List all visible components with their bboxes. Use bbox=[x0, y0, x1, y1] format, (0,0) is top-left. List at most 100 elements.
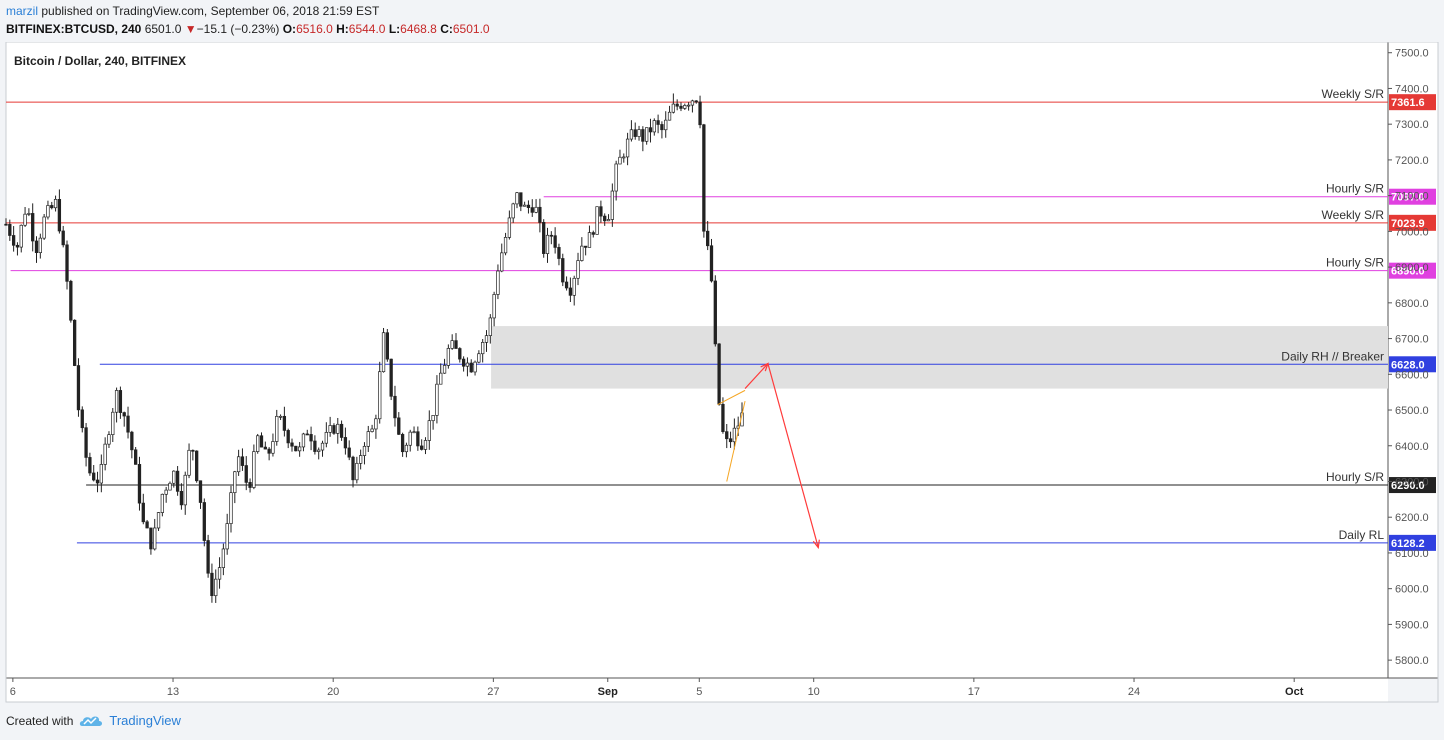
candle-body bbox=[397, 417, 401, 435]
candle-body bbox=[309, 434, 313, 442]
candle-body bbox=[542, 222, 546, 254]
candle-body bbox=[404, 444, 409, 453]
candle-body bbox=[648, 127, 653, 133]
candle-body bbox=[72, 319, 77, 366]
candle-body bbox=[332, 425, 336, 434]
close-label: C: bbox=[440, 22, 453, 36]
y-tick-label: 7000.0 bbox=[1395, 226, 1429, 238]
tradingview-cloud-icon[interactable] bbox=[79, 714, 103, 728]
level-price-tag bbox=[1389, 534, 1436, 551]
candle-body bbox=[263, 446, 267, 450]
candle-body bbox=[725, 431, 729, 440]
candle-body bbox=[530, 207, 534, 213]
candle-body bbox=[347, 447, 351, 458]
candle-body bbox=[145, 521, 149, 529]
candle-body bbox=[359, 455, 363, 464]
x-tick-label: 20 bbox=[327, 686, 339, 698]
price-chart[interactable]: Weekly S/R 7361.6 Hourly S/R 7097.0 Weekly S… bbox=[0, 42, 1444, 706]
candle-body bbox=[706, 230, 710, 247]
x-tick-label: Oct bbox=[1285, 686, 1304, 698]
high-label: H: bbox=[336, 22, 349, 36]
time-axis[interactable] bbox=[6, 678, 1388, 702]
close-value: 6501.0 bbox=[452, 22, 490, 36]
candle-body bbox=[427, 420, 431, 441]
candle-body bbox=[633, 129, 637, 137]
candle-body bbox=[297, 446, 302, 452]
candle-body bbox=[366, 431, 370, 447]
candle-body bbox=[179, 490, 184, 506]
candle-body bbox=[580, 245, 584, 261]
candle-body bbox=[690, 100, 695, 106]
candle-body bbox=[164, 489, 168, 495]
y-tick-label: 6900.0 bbox=[1395, 262, 1429, 274]
y-tick-label: 6100.0 bbox=[1395, 548, 1429, 560]
wedge-lower-line bbox=[726, 400, 746, 482]
y-tick-label: 6200.0 bbox=[1395, 512, 1429, 524]
candle-body bbox=[103, 443, 107, 465]
candle-body bbox=[320, 442, 325, 451]
candle-body bbox=[416, 431, 420, 447]
projection-arrow-segment bbox=[767, 363, 819, 548]
x-tick-label: 27 bbox=[487, 686, 499, 698]
author-link[interactable]: marzil bbox=[6, 4, 38, 18]
candle-body bbox=[675, 103, 679, 107]
candle-body bbox=[275, 415, 279, 442]
candle-body bbox=[31, 213, 35, 242]
candle-body bbox=[381, 332, 386, 373]
candle-body bbox=[660, 124, 664, 131]
candle-body bbox=[583, 245, 588, 248]
candle-body bbox=[313, 440, 317, 452]
candle-body bbox=[618, 156, 622, 165]
candle-body bbox=[645, 127, 649, 142]
candle-body bbox=[221, 548, 226, 568]
level-price-tag bbox=[1389, 94, 1436, 111]
y-tick-label: 5800.0 bbox=[1395, 655, 1429, 667]
candle-body bbox=[286, 430, 290, 444]
candle-body bbox=[214, 578, 218, 597]
candle-body bbox=[191, 449, 195, 452]
candle-body bbox=[294, 445, 298, 452]
high-value: 6544.0 bbox=[348, 22, 386, 36]
candle-body bbox=[374, 418, 378, 430]
candle-body bbox=[19, 224, 23, 248]
level-price-label: 7023.9 bbox=[1391, 218, 1425, 230]
level-price-tag bbox=[1389, 477, 1436, 494]
tradingview-brand-link[interactable]: TradingView bbox=[109, 713, 181, 728]
y-tick-label: 7200.0 bbox=[1395, 155, 1429, 167]
projection-arrow-segment bbox=[744, 363, 769, 389]
candle-body bbox=[553, 235, 557, 248]
symbol-ohlc: BITFINEX:BTCUSD, 240 6501.0 ▼−15.1 (−0.2… bbox=[6, 22, 490, 36]
level-name: Hourly S/R bbox=[1326, 470, 1384, 484]
level-price-label: 6128.2 bbox=[1391, 538, 1425, 550]
candle-body bbox=[15, 244, 20, 248]
candle-body bbox=[362, 445, 367, 456]
level-price-tag bbox=[1389, 356, 1436, 373]
change-value: −15.1 (−0.23%) bbox=[196, 22, 280, 36]
x-tick-label: Sep bbox=[598, 686, 618, 698]
candle-body bbox=[92, 472, 96, 481]
candle-body bbox=[69, 280, 73, 321]
level-name: Hourly S/R bbox=[1326, 256, 1384, 270]
candle-body bbox=[229, 492, 233, 524]
candle-body bbox=[88, 457, 92, 474]
candle-body bbox=[732, 427, 737, 443]
candle-body bbox=[233, 471, 237, 494]
candle-body bbox=[572, 277, 576, 296]
candle-body bbox=[446, 348, 451, 366]
candle-body bbox=[511, 203, 515, 219]
candle-body bbox=[153, 527, 157, 550]
candle-body bbox=[305, 433, 309, 436]
candle-body bbox=[317, 449, 321, 452]
candle-body bbox=[641, 129, 645, 142]
publish-header: marzil published on TradingView.com, Sep… bbox=[0, 0, 1444, 42]
candle-body bbox=[301, 433, 306, 448]
candle-body bbox=[385, 332, 389, 360]
candle-body bbox=[53, 199, 58, 209]
candle-body bbox=[629, 129, 634, 140]
y-tick-label: 7100.0 bbox=[1395, 191, 1429, 203]
published-text: published on TradingView.com, September … bbox=[41, 4, 380, 18]
y-tick-label: 6000.0 bbox=[1395, 584, 1429, 596]
breaker-zone bbox=[491, 326, 1388, 389]
candle-body bbox=[664, 119, 668, 131]
level-price-label: 6890.0 bbox=[1391, 266, 1425, 278]
